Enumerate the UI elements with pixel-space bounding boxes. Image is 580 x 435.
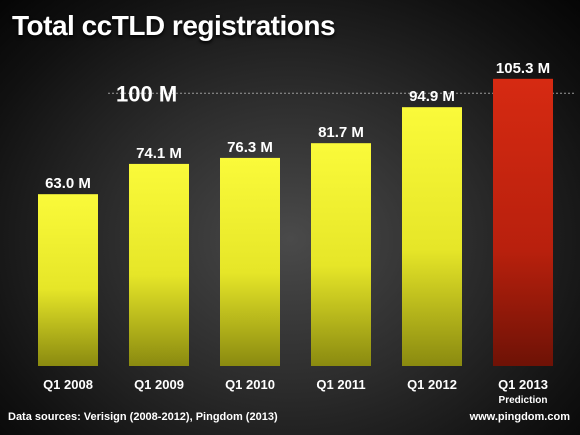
category-label: Q1 2011 <box>316 377 365 392</box>
bar-q1-2010 <box>220 157 280 366</box>
category-label: Q1 2008 <box>43 377 93 392</box>
reference-line-label: 100 M <box>116 81 177 106</box>
category-sublabel: Prediction <box>499 395 548 406</box>
category-label: Q1 2013 <box>498 377 548 392</box>
chart-title: Total ccTLD registrations <box>12 10 336 41</box>
bar-q1-2009 <box>129 163 189 366</box>
bar-q1-2008 <box>38 194 98 366</box>
value-label: 105.3 M <box>496 60 550 77</box>
value-label: 81.7 M <box>318 124 364 141</box>
category-label: Q1 2012 <box>407 377 457 392</box>
category-label: Q1 2010 <box>225 377 275 392</box>
value-label: 74.1 M <box>136 145 182 162</box>
value-label: 63.0 M <box>45 175 91 192</box>
data-sources-note: Data sources: Verisign (2008-2012), Ping… <box>8 411 278 423</box>
bar-q1-2013 <box>493 78 553 367</box>
category-label: Q1 2009 <box>134 377 184 392</box>
value-label: 76.3 M <box>227 139 273 156</box>
value-label: 94.9 M <box>409 88 455 105</box>
bar-q1-2011 <box>311 143 371 366</box>
bar-q1-2012 <box>402 107 462 366</box>
site-url: www.pingdom.com <box>469 411 570 423</box>
